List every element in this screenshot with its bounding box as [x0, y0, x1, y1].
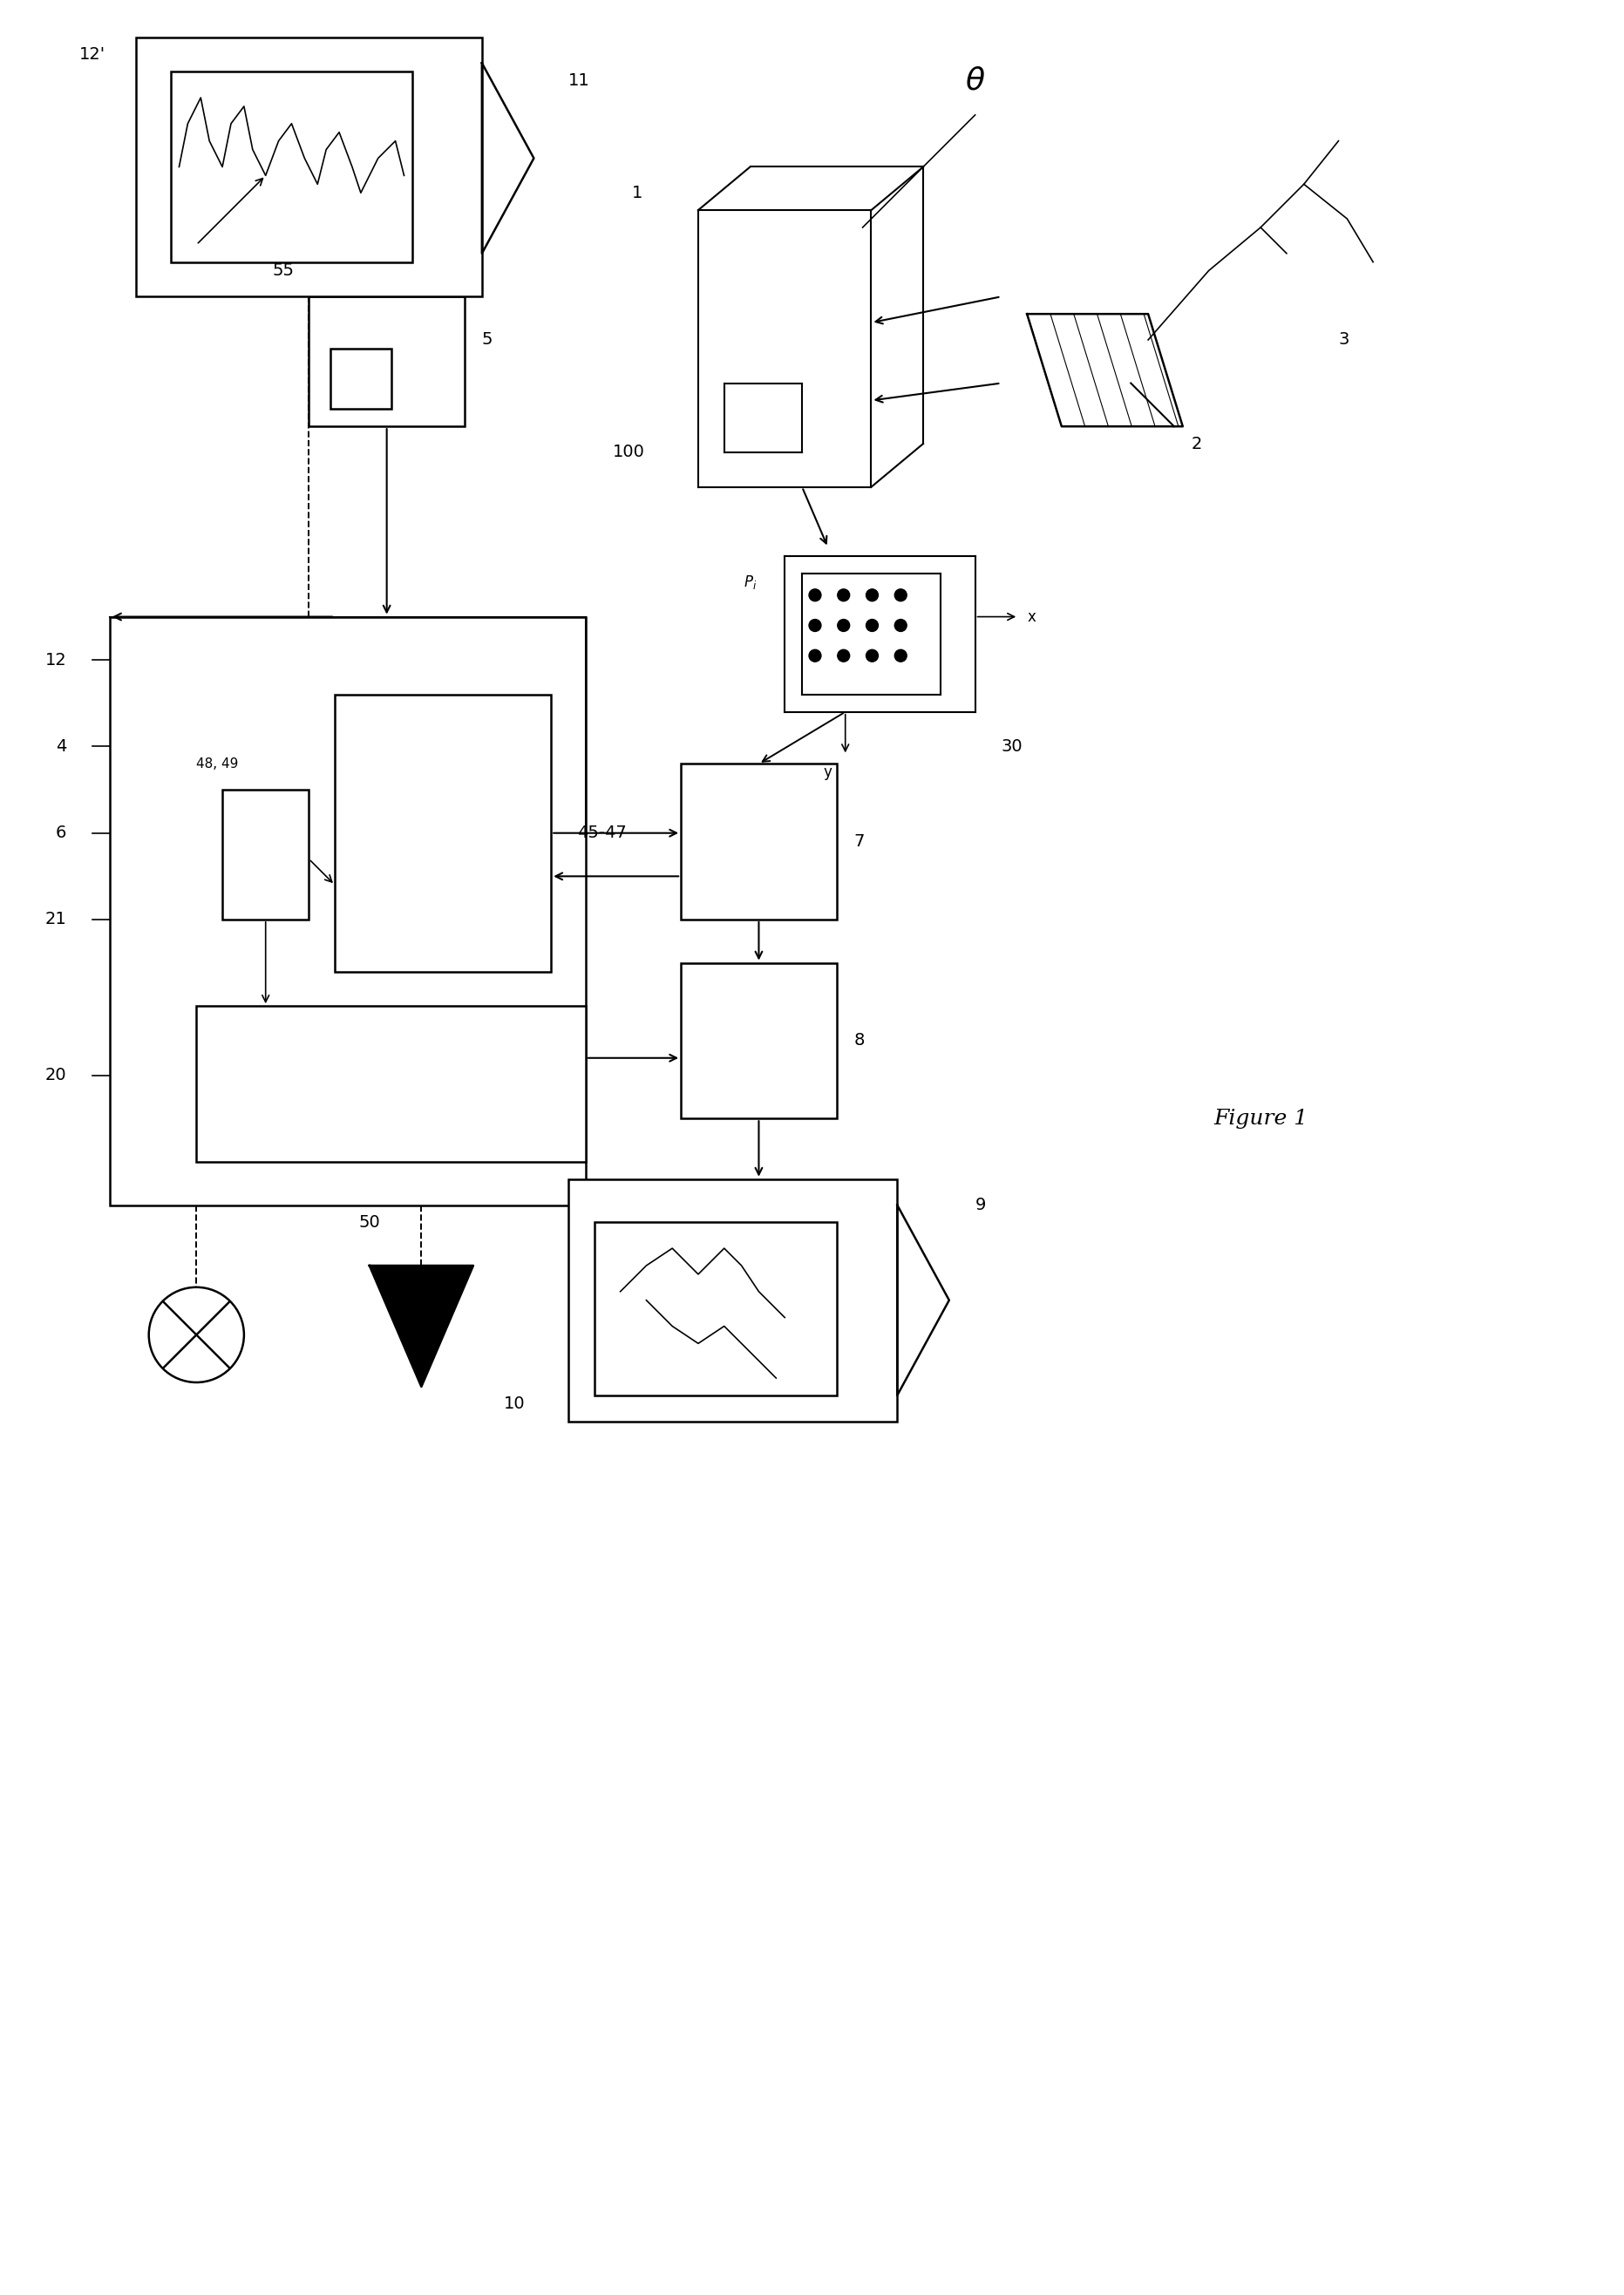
Text: 50: 50: [359, 1214, 380, 1230]
Text: 3: 3: [1338, 330, 1350, 349]
Circle shape: [809, 590, 822, 601]
Circle shape: [838, 590, 849, 601]
Bar: [222, 789, 309, 920]
Bar: [335, 695, 551, 971]
Circle shape: [866, 649, 879, 661]
Text: 12: 12: [45, 652, 67, 668]
Text: 12': 12': [80, 46, 106, 62]
Bar: [594, 1223, 836, 1395]
Text: 4: 4: [55, 739, 67, 755]
Text: 11: 11: [568, 71, 590, 90]
Circle shape: [895, 649, 906, 661]
Text: 7: 7: [854, 833, 864, 849]
Text: $P_i$: $P_i$: [744, 574, 757, 590]
Circle shape: [809, 620, 822, 631]
Circle shape: [838, 620, 849, 631]
Circle shape: [895, 590, 906, 601]
Bar: [680, 964, 836, 1118]
Text: 30: 30: [1000, 739, 1023, 755]
Text: 9: 9: [974, 1196, 986, 1214]
Text: 8: 8: [854, 1033, 864, 1049]
Text: 1: 1: [632, 184, 643, 202]
Text: 48, 49: 48, 49: [197, 757, 239, 771]
Text: Figure 1: Figure 1: [1213, 1108, 1307, 1129]
Bar: [110, 617, 586, 1205]
Bar: [568, 1180, 896, 1421]
Text: 10: 10: [503, 1395, 525, 1411]
Text: 20: 20: [45, 1067, 67, 1083]
Bar: [309, 296, 464, 427]
Text: $\theta$: $\theta$: [965, 67, 986, 94]
Bar: [171, 71, 412, 262]
Bar: [680, 764, 836, 920]
Text: 2: 2: [1192, 436, 1202, 452]
Text: 55: 55: [273, 262, 294, 280]
Bar: [136, 37, 482, 296]
Text: 5: 5: [482, 330, 492, 349]
Circle shape: [809, 649, 822, 661]
Text: 21: 21: [45, 911, 67, 927]
Circle shape: [866, 590, 879, 601]
Circle shape: [895, 620, 906, 631]
Text: y: y: [823, 764, 833, 780]
Circle shape: [866, 620, 879, 631]
Text: 45-47: 45-47: [577, 824, 627, 842]
Text: 6: 6: [55, 824, 67, 842]
Bar: [331, 349, 391, 409]
Bar: [197, 1005, 586, 1161]
Polygon shape: [369, 1265, 473, 1386]
Text: 100: 100: [612, 445, 645, 461]
Text: x: x: [1026, 608, 1036, 624]
Circle shape: [838, 649, 849, 661]
